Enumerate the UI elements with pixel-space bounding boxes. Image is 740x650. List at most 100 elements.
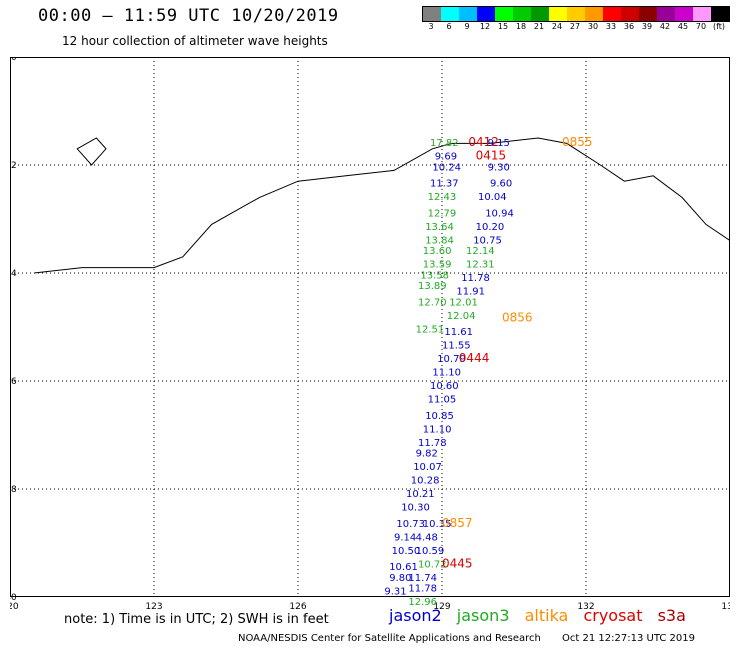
wave-value-jason3: 12.04 [447, 311, 476, 322]
wave-value-jason3: 12.14 [466, 246, 495, 257]
legend-label: 15 [497, 22, 509, 31]
legend-swatch [657, 7, 675, 21]
color-scale-labels: 3 6 9 12 15 18 21 24 27 30 33 36 39 42 45 70 (ft) [422, 22, 728, 34]
legend-label: 3 [428, 22, 434, 31]
legend-label: 9 [464, 22, 470, 31]
legend-swatch [477, 7, 495, 21]
wave-value-jason2: 10.07 [413, 462, 442, 473]
legend-label: 45 [677, 22, 689, 31]
wave-value-cryosat: 0444 [459, 351, 490, 365]
wave-value-jason2: 10.59 [416, 546, 445, 557]
legend-label: 12 [479, 22, 491, 31]
wave-value-jason2: 10.75 [473, 235, 502, 246]
lat-tick-label: -34 [10, 269, 17, 279]
satellite-jason3: jason3 [456, 606, 510, 625]
wave-value-jason2: 9.15 [488, 138, 510, 149]
legend-swatch [459, 7, 477, 21]
wave-value-jason2: 10.85 [425, 411, 454, 422]
wave-value-jason2: 11.10 [423, 424, 452, 435]
wave-value-jason3: 12.43 [428, 192, 457, 203]
wave-value-jason2: 9.31 [384, 586, 406, 597]
legend-label: 33 [605, 22, 617, 31]
lon-tick-label: 132 [577, 602, 594, 612]
lat-tick-label: -36 [10, 377, 17, 387]
lon-tick-label: 135 [721, 602, 730, 612]
legend-label: 30 [587, 22, 599, 31]
wave-value-jason2: 4.48 [416, 532, 438, 543]
satellite-cryosat: cryosat [583, 606, 643, 625]
wave-value-jason3: 12.51 [416, 324, 445, 335]
wave-value-jason2: 10.50 [392, 546, 421, 557]
wave-value-jason3: 12.70 [418, 297, 447, 308]
footer: NOAA/NESDIS Center for Satellite Applica… [238, 633, 695, 644]
legend-label: 39 [641, 22, 653, 31]
satellite-altika: altika [524, 606, 569, 625]
lon-tick-label: 129 [433, 602, 450, 612]
wave-height-map: 120 123 126 129 132 135 -30 -32 -34 -36 -38 -40 17.8… [10, 57, 730, 612]
wave-value-jason2: 9.60 [490, 179, 512, 190]
wave-value-altika: 0855 [562, 135, 593, 149]
wave-value-jason2: 10.60 [430, 381, 459, 392]
wave-value-cryosat: 0412 [468, 135, 499, 149]
legend-swatch [513, 7, 531, 21]
legend-label: 18 [515, 22, 527, 31]
legend-label: (ft) [712, 22, 726, 31]
wave-value-jason2: 11.78 [418, 438, 447, 449]
wave-value-jason3: 13.64 [425, 222, 454, 233]
wave-value-jason2: 11.78 [408, 584, 437, 595]
legend-swatch [423, 7, 441, 21]
legend-swatch [495, 7, 513, 21]
wave-value-jason2: 9.14 [394, 532, 416, 543]
wave-value-jason2: 11.37 [430, 179, 459, 190]
wave-value-jason2: 10.35 [423, 519, 452, 530]
legend-swatch [585, 7, 603, 21]
wave-value-jason3: 12.79 [428, 208, 457, 219]
satellite-legend: jason2 jason3 altika cryosat s3a [389, 606, 696, 625]
wave-value-jason2: 10.24 [432, 162, 461, 173]
legend-swatch [549, 7, 567, 21]
wave-value-jason3: 13.58 [420, 270, 449, 281]
lon-tick-label: 123 [145, 602, 162, 612]
legend-swatch [531, 7, 549, 21]
wave-value-cryosat: 0415 [476, 149, 507, 163]
wave-value-jason2: 10.61 [389, 562, 418, 573]
legend-swatch [711, 7, 729, 21]
legend-label: 21 [533, 22, 545, 31]
wave-value-jason2: 9.80 [389, 573, 411, 584]
wave-value-jason3: 12.01 [449, 297, 478, 308]
wave-value-jason2: 10.94 [485, 208, 514, 219]
coastline [33, 137, 730, 274]
lat-tick-label: -30 [10, 57, 17, 63]
wave-value-jason2: 10.28 [411, 476, 440, 487]
wave-value-jason2: 11.10 [432, 368, 461, 379]
legend-label: 42 [659, 22, 671, 31]
lat-tick-label: -38 [10, 485, 17, 495]
satellite-s3a: s3a [657, 606, 686, 625]
legend-swatch [639, 7, 657, 21]
legend-label: 36 [623, 22, 635, 31]
legend-swatch [567, 7, 585, 21]
wave-value-jason2: 10.04 [478, 192, 507, 203]
legend-label: 27 [569, 22, 581, 31]
wave-value-jason2: 9.69 [435, 152, 457, 163]
wave-value-altika: 0857 [442, 516, 473, 530]
legend-label: 24 [551, 22, 563, 31]
wave-value-jason3: 13.89 [418, 281, 447, 292]
color-scale-legend [422, 6, 730, 22]
legend-swatch [693, 7, 711, 21]
wave-value-jason2: 11.91 [456, 287, 485, 298]
wave-value-altika: 0856 [502, 311, 533, 325]
lon-tick-label: 126 [289, 602, 306, 612]
wave-value-jason2: 11.74 [408, 573, 437, 584]
wave-value-cryosat: 0445 [442, 556, 473, 570]
wave-value-jason2: 10.20 [476, 222, 505, 233]
footer-credit: NOAA/NESDIS Center for Satellite Applica… [238, 633, 541, 644]
note-text: note: 1) Time is in UTC; 2) SWH is in fe… [64, 612, 329, 627]
wave-value-jason2: 11.55 [442, 341, 471, 352]
satellite-jason2: jason2 [389, 606, 442, 625]
wave-value-jason3: 13.59 [423, 260, 452, 271]
wave-value-jason2: 11.61 [444, 327, 473, 338]
lat-tick-label: -40 [10, 593, 17, 603]
chart-subtitle: 12 hour collection of altimeter wave hei… [62, 34, 328, 48]
wave-value-jason2: 9.30 [488, 162, 510, 173]
